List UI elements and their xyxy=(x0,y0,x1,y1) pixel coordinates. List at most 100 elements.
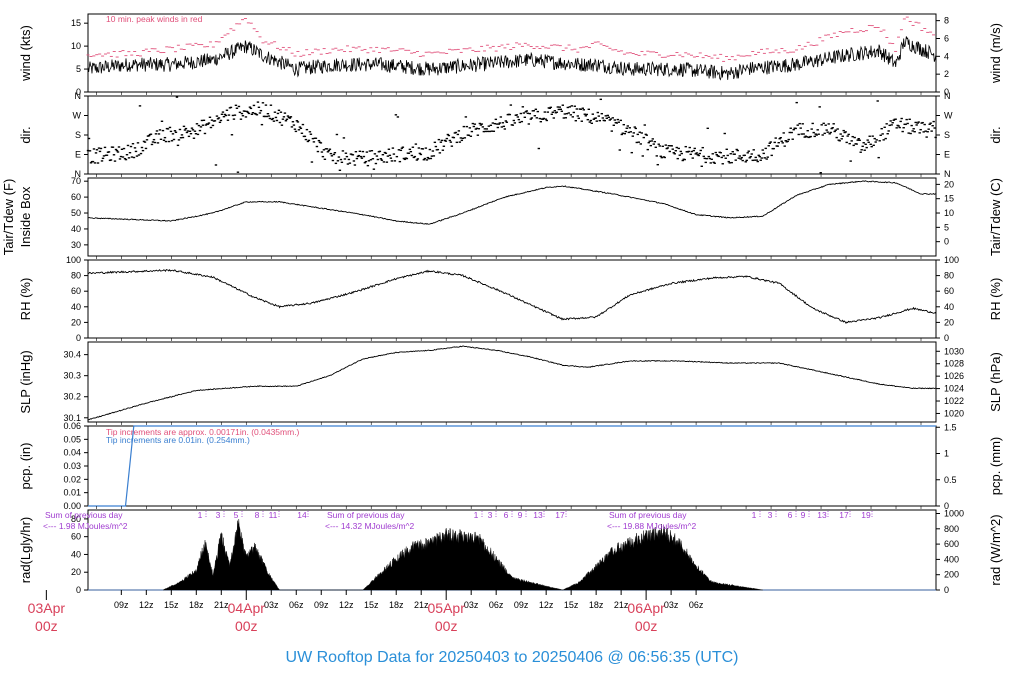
temp-ylabel-left-2: Inside Box xyxy=(18,186,33,247)
rad-left-tick-label: 60 xyxy=(71,532,81,542)
slp-right-tick-label: 1020 xyxy=(944,408,964,418)
pcp-left-tick-label: 0.03 xyxy=(63,461,81,471)
rad-right-tick-label: 1000 xyxy=(944,509,964,519)
dir-left-tick-label: N xyxy=(75,91,82,101)
rh-left-tick-label: 80 xyxy=(71,271,81,281)
rad-ylabel-right: rad (W/m^2) xyxy=(988,514,1003,585)
wind-left-tick-label: 5 xyxy=(76,64,81,74)
rh-right-tick-label: 60 xyxy=(944,286,954,296)
rad-hour-mark: 6 xyxy=(788,510,793,520)
dir-left-tick-label: E xyxy=(75,150,81,160)
rad-sum-label: Sum of previous day xyxy=(45,510,123,520)
temp-left-tick-label: 30 xyxy=(71,240,81,250)
rh-ylabel-right: RH (%) xyxy=(988,278,1003,321)
wind-right-tick-label: 2 xyxy=(944,69,949,79)
rh-left-tick-label: 100 xyxy=(66,255,81,265)
rad-left-tick-label: 20 xyxy=(71,567,81,577)
rad-hour-mark: 9 xyxy=(801,510,806,520)
wind-peak-note: 10 min. peak winds in red xyxy=(106,14,203,24)
slp-left-axis: 30.1 30.2 30.3 30.4 xyxy=(63,350,88,423)
rad-hour-mark: 9 xyxy=(518,510,523,520)
rh-panel xyxy=(87,259,937,339)
rad-right-tick-label: 400 xyxy=(944,554,959,564)
slp-trace xyxy=(87,345,936,421)
rad-hour-mark: 1 xyxy=(474,510,479,520)
pcp-trace xyxy=(88,425,936,507)
x-hour-tick-label: 21z xyxy=(214,600,229,610)
x-hour-tick-label: 09z xyxy=(314,600,329,610)
rad-hour-mark: 17 xyxy=(555,510,565,520)
temp-left-tick-label: 60 xyxy=(71,192,81,202)
rh-left-axis: 0 20 40 60 80 100 xyxy=(66,255,88,343)
rad-left-tick-label: 80 xyxy=(71,514,81,524)
x-hour-tick-label: 12z xyxy=(339,600,354,610)
dir-right-tick-label: W xyxy=(944,111,953,121)
rad-sum-value: <--- 14.32 MJoules/m^2 xyxy=(325,521,415,531)
rad-hour-mark: 1 xyxy=(198,510,203,520)
x-day-label: 06Apr xyxy=(627,600,665,616)
slp-right-tick-label: 1028 xyxy=(944,359,964,369)
rh-right-tick-label: 0 xyxy=(944,333,949,343)
x-day-hour-label: 00z xyxy=(35,618,58,634)
pcp-ylabel-left: pcp. (in) xyxy=(18,443,33,490)
x-hour-tick-label: 12z xyxy=(539,600,554,610)
wind-panel xyxy=(87,13,937,93)
x-hour-tick-label: 21z xyxy=(414,600,429,610)
dir-panel xyxy=(87,95,937,175)
pcp-left-axis: 0.00 0.01 0.02 0.03 0.04 0.05 0.06 xyxy=(63,421,88,511)
rh-right-tick-label: 80 xyxy=(944,271,954,281)
x-hour-tick-label: 03z xyxy=(264,600,279,610)
x-hour-tick-label: 18z xyxy=(189,600,204,610)
slp-left-tick-label: 30.1 xyxy=(63,413,81,423)
wind-peak-markers xyxy=(86,16,936,62)
x-axis: 09z 12z 15z 18z 21z 03z 06z 09z 12z 15z 18z 21z 03z 0… xyxy=(28,590,704,634)
dir-ylabel-left: dir. xyxy=(18,126,33,143)
rad-left-tick-label: 40 xyxy=(71,549,81,559)
rad-right-tick-label: 200 xyxy=(944,570,959,580)
pcp-left-tick-label: 0.01 xyxy=(63,488,81,498)
pcp-right-tick-label: 1.5 xyxy=(944,422,957,432)
wind-right-tick-label: 6 xyxy=(944,33,949,43)
temp-left-axis: 30 40 50 60 70 xyxy=(71,176,88,250)
rad-hour-mark: 13 xyxy=(817,510,827,520)
rh-ylabel-left: RH (%) xyxy=(18,278,33,321)
pcp-left-tick-label: 0.05 xyxy=(63,434,81,444)
x-hour-tick-label: 12z xyxy=(139,600,154,610)
rad-hour-mark: 1 xyxy=(752,510,757,520)
rad-hour-mark: 14 xyxy=(297,510,307,520)
temp-trace xyxy=(87,180,937,225)
slp-right-tick-label: 1030 xyxy=(944,346,964,356)
temp-right-tick-label: 20 xyxy=(944,179,954,189)
rad-hour-mark: 13 xyxy=(533,510,543,520)
x-day-hour-label: 00z xyxy=(435,618,458,634)
pcp-note-approx: Tip increments are approx. 0.00171in. (0… xyxy=(106,427,300,437)
pcp-left-tick-label: 0.02 xyxy=(63,474,81,484)
wind-left-tick-label: 0 xyxy=(76,87,81,97)
rh-right-axis: 0 20 40 60 80 100 xyxy=(936,255,959,343)
slp-ylabel-left: SLP (inHg) xyxy=(18,350,33,413)
wind-ylabel-right: wind (m/s) xyxy=(988,23,1003,84)
rad-hour-mark: 17 xyxy=(839,510,849,520)
slp-left-tick-label: 30.3 xyxy=(63,371,81,381)
temp-right-axis: 0 5 10 15 20 xyxy=(936,179,954,247)
rad-right-tick-label: 600 xyxy=(944,539,959,549)
rh-right-tick-label: 20 xyxy=(944,317,954,327)
rad-hour-mark: 19 xyxy=(861,510,871,520)
slp-right-tick-label: 1026 xyxy=(944,371,964,381)
x-day-hour-label: 00z xyxy=(635,618,658,634)
pcp-left-tick-label: 0.06 xyxy=(63,421,81,431)
x-hour-tick-label: 18z xyxy=(389,600,404,610)
rh-left-tick-label: 60 xyxy=(71,286,81,296)
rad-hour-mark: 3 xyxy=(488,510,493,520)
pcp-left-tick-label: 0.00 xyxy=(63,501,81,511)
temp-right-tick-label: 15 xyxy=(944,194,954,204)
rh-left-tick-label: 20 xyxy=(71,317,81,327)
temp-right-tick-label: 5 xyxy=(944,222,949,232)
pcp-ylabel-right: pcp. (mm) xyxy=(988,437,1003,496)
rad-sum-value: <--- 1.98 MJoules/m^2 xyxy=(43,521,128,531)
x-day-label: 04Apr xyxy=(228,600,266,616)
temp-ylabel-left-1: Tair/Tdew (F) xyxy=(1,179,16,256)
